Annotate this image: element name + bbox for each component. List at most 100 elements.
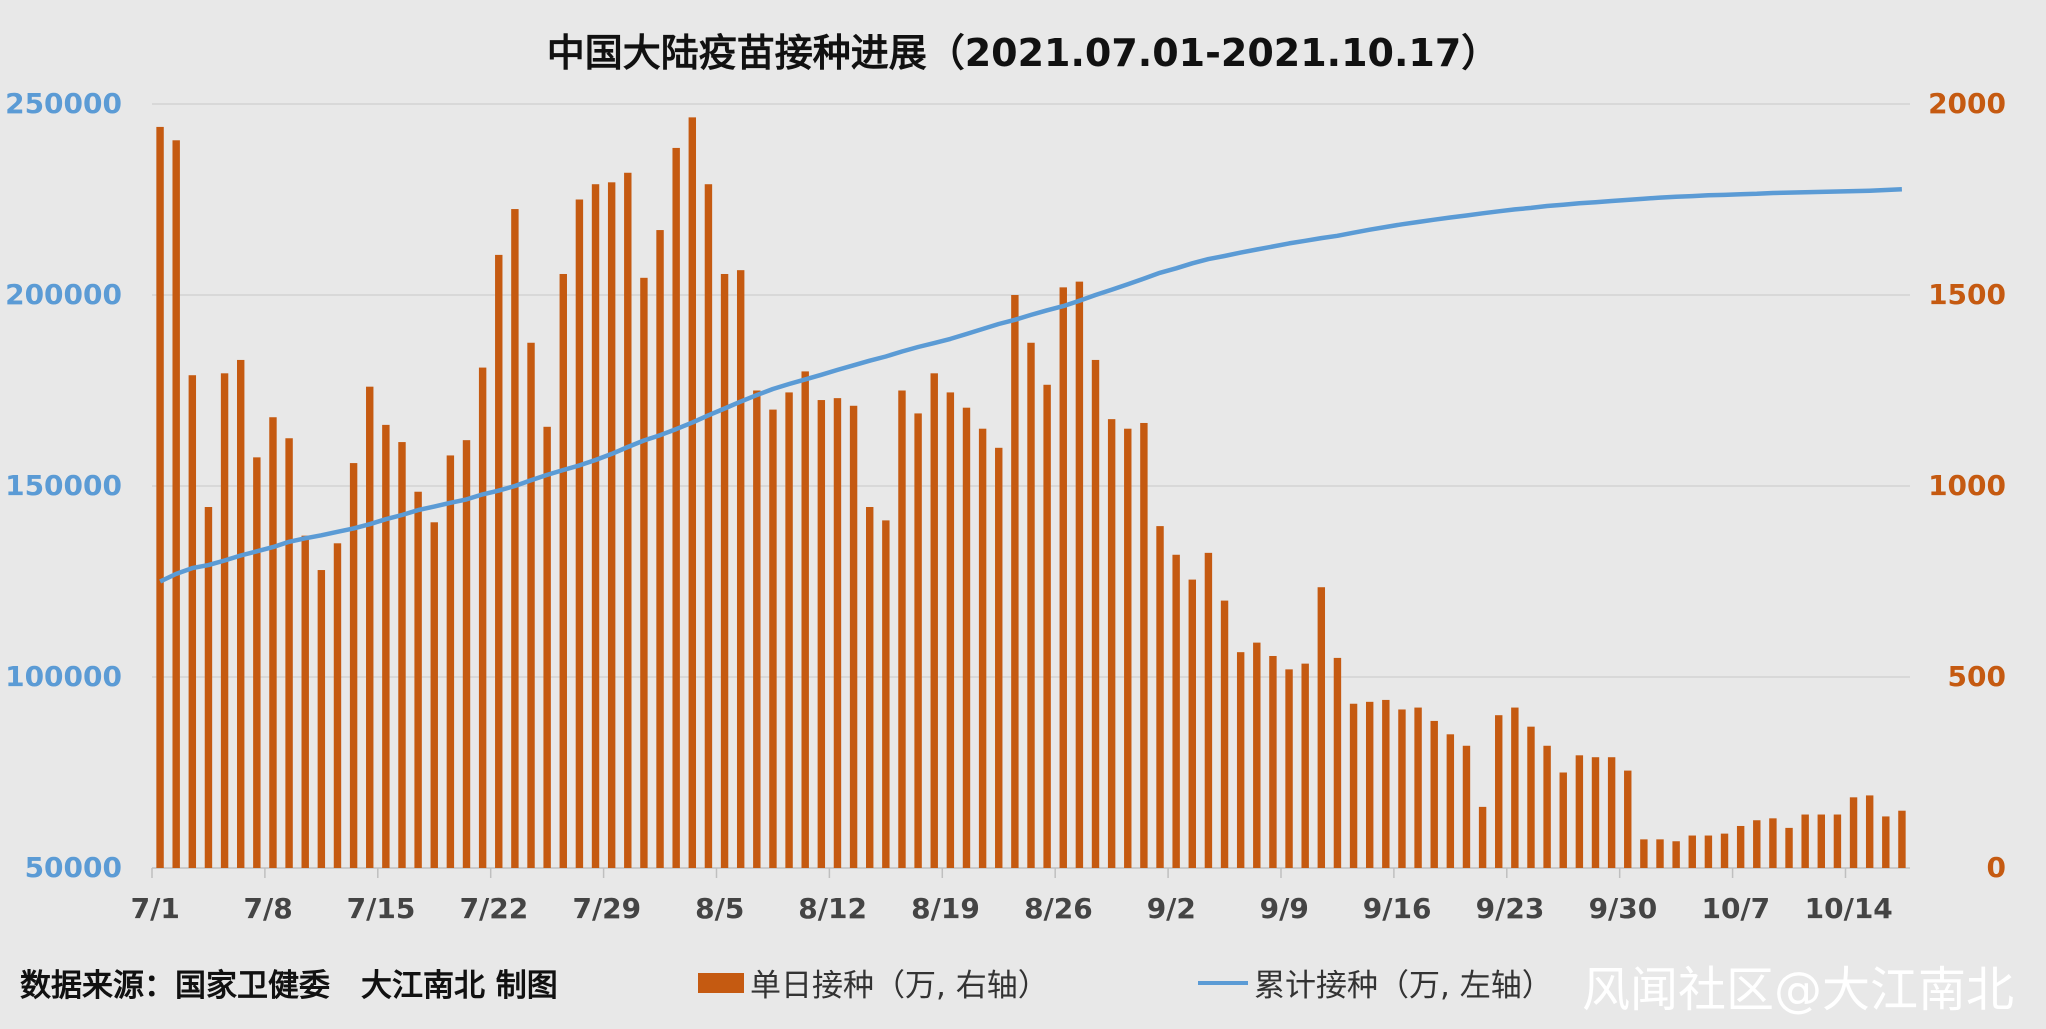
bar-daily-62 (1156, 526, 1164, 868)
bar-daily-73 (1333, 657, 1342, 868)
bar-daily-65 (1204, 552, 1213, 868)
bar-daily-74 (1349, 703, 1358, 868)
line-cumulative (159, 186, 1903, 584)
left-axis-tick-label: 150000 (5, 469, 122, 502)
bar-daily-24 (543, 426, 551, 868)
bar-daily-95 (1688, 835, 1696, 868)
x-axis-tick-label: 8/12 (798, 892, 867, 925)
bar-daily-40 (801, 371, 809, 868)
bar-daily-88 (1575, 755, 1584, 868)
bar-daily-53 (1011, 295, 1019, 868)
bar-daily-76 (1382, 699, 1390, 868)
x-axis-tick-label: 9/23 (1476, 892, 1545, 925)
bar-daily-98 (1736, 825, 1745, 868)
bar-daily-84 (1511, 707, 1519, 868)
bar-daily-92 (1640, 839, 1648, 868)
bar-daily-51 (978, 428, 987, 868)
bar-daily-79 (1430, 720, 1438, 868)
x-axis-tick-label: 8/5 (695, 892, 744, 925)
left-axis-tick-label: 50000 (25, 851, 122, 884)
bar-daily-6 (253, 457, 261, 868)
bar-daily-41 (817, 400, 826, 868)
bar-daily-103 (1817, 814, 1826, 868)
bar-daily-12 (349, 463, 358, 868)
bar-daily-77 (1398, 709, 1406, 868)
bar-daily-106 (1865, 795, 1874, 868)
bar-daily-91 (1624, 770, 1632, 868)
bar-daily-32 (672, 147, 680, 868)
bar-daily-2 (188, 375, 197, 868)
x-axis-tick-label: 9/9 (1260, 892, 1309, 925)
x-axis-tick-label: 10/14 (1805, 892, 1893, 925)
bar-daily-0 (156, 126, 164, 869)
left-axis-tick-label: 200000 (5, 278, 122, 311)
bar-daily-49 (946, 392, 955, 868)
bar-daily-94 (1672, 841, 1680, 868)
right-axis-tick-label: 0 (1987, 851, 2006, 884)
bar-daily-10 (317, 570, 326, 868)
bar-daily-9 (301, 535, 309, 868)
bar-daily-50 (962, 407, 971, 868)
x-axis-tick-label: 10/7 (1701, 892, 1770, 925)
bar-daily-17 (430, 522, 438, 868)
bar-daily-90 (1607, 757, 1616, 868)
right-axis-tick-label: 1500 (1928, 278, 2006, 311)
right-axis-tick-label: 1000 (1928, 469, 2006, 502)
bar-daily-43 (849, 405, 858, 868)
bar-daily-38 (769, 409, 777, 868)
bar-daily-81 (1462, 745, 1471, 868)
bar-daily-47 (914, 413, 922, 868)
bar-daily-80 (1446, 734, 1455, 868)
bar-daily-61 (1140, 422, 1148, 868)
bar-daily-85 (1527, 726, 1535, 868)
x-axis-tick-label: 9/16 (1363, 892, 1432, 925)
bar-daily-101 (1785, 827, 1793, 868)
watermark: 风闻社区@大江南北 (1582, 962, 2015, 1018)
bar-daily-14 (382, 424, 390, 868)
bar-daily-33 (688, 117, 697, 869)
x-axis-tick-label: 8/19 (911, 892, 980, 925)
right-axis-tick-label: 2000 (1928, 87, 2006, 120)
bar-daily-68 (1253, 642, 1261, 868)
bar-daily-55 (1043, 384, 1051, 868)
bar-daily-5 (236, 359, 245, 868)
legend-line-swatch (1198, 980, 1248, 985)
bar-daily-69 (1269, 655, 1277, 868)
bar-daily-34 (704, 184, 713, 869)
bar-daily-3 (204, 507, 213, 868)
bar-daily-20 (478, 367, 487, 868)
bar-daily-19 (462, 440, 471, 868)
bar-daily-1 (172, 140, 180, 869)
bar-daily-63 (1172, 554, 1180, 868)
bar-daily-56 (1059, 287, 1067, 868)
bar-daily-23 (527, 342, 535, 868)
legend-daily-label: 单日接种（万, 右轴） (750, 968, 1049, 1004)
bar-daily-64 (1188, 579, 1196, 868)
x-axis-tick-label: 9/30 (1589, 892, 1658, 925)
bar-daily-70 (1285, 669, 1293, 868)
bar-daily-93 (1656, 839, 1664, 868)
bar-daily-4 (220, 373, 229, 868)
x-axis-tick-label: 7/8 (244, 892, 293, 925)
bar-daily-100 (1769, 818, 1777, 868)
bar-daily-60 (1124, 428, 1132, 868)
bar-daily-97 (1720, 833, 1729, 868)
bar-daily-18 (446, 455, 455, 868)
bar-daily-21 (495, 254, 503, 868)
bar-daily-28 (607, 182, 616, 868)
bar-daily-31 (656, 230, 664, 868)
bar-daily-27 (591, 184, 600, 869)
bar-daily-16 (414, 491, 422, 868)
bar-daily-11 (333, 543, 342, 868)
bar-daily-72 (1317, 587, 1326, 868)
bar-daily-39 (785, 392, 793, 868)
legend-item-cumulative: 累计接种（万, 左轴） (1198, 960, 1553, 1005)
bar-daily-48 (930, 373, 938, 868)
bar-daily-82 (1478, 806, 1487, 868)
bar-daily-108 (1898, 810, 1906, 868)
x-axis-tick-label: 7/1 (131, 892, 180, 925)
left-axis-tick-label: 250000 (5, 87, 122, 120)
bar-daily-102 (1801, 814, 1809, 868)
bar-daily-99 (1753, 820, 1761, 868)
